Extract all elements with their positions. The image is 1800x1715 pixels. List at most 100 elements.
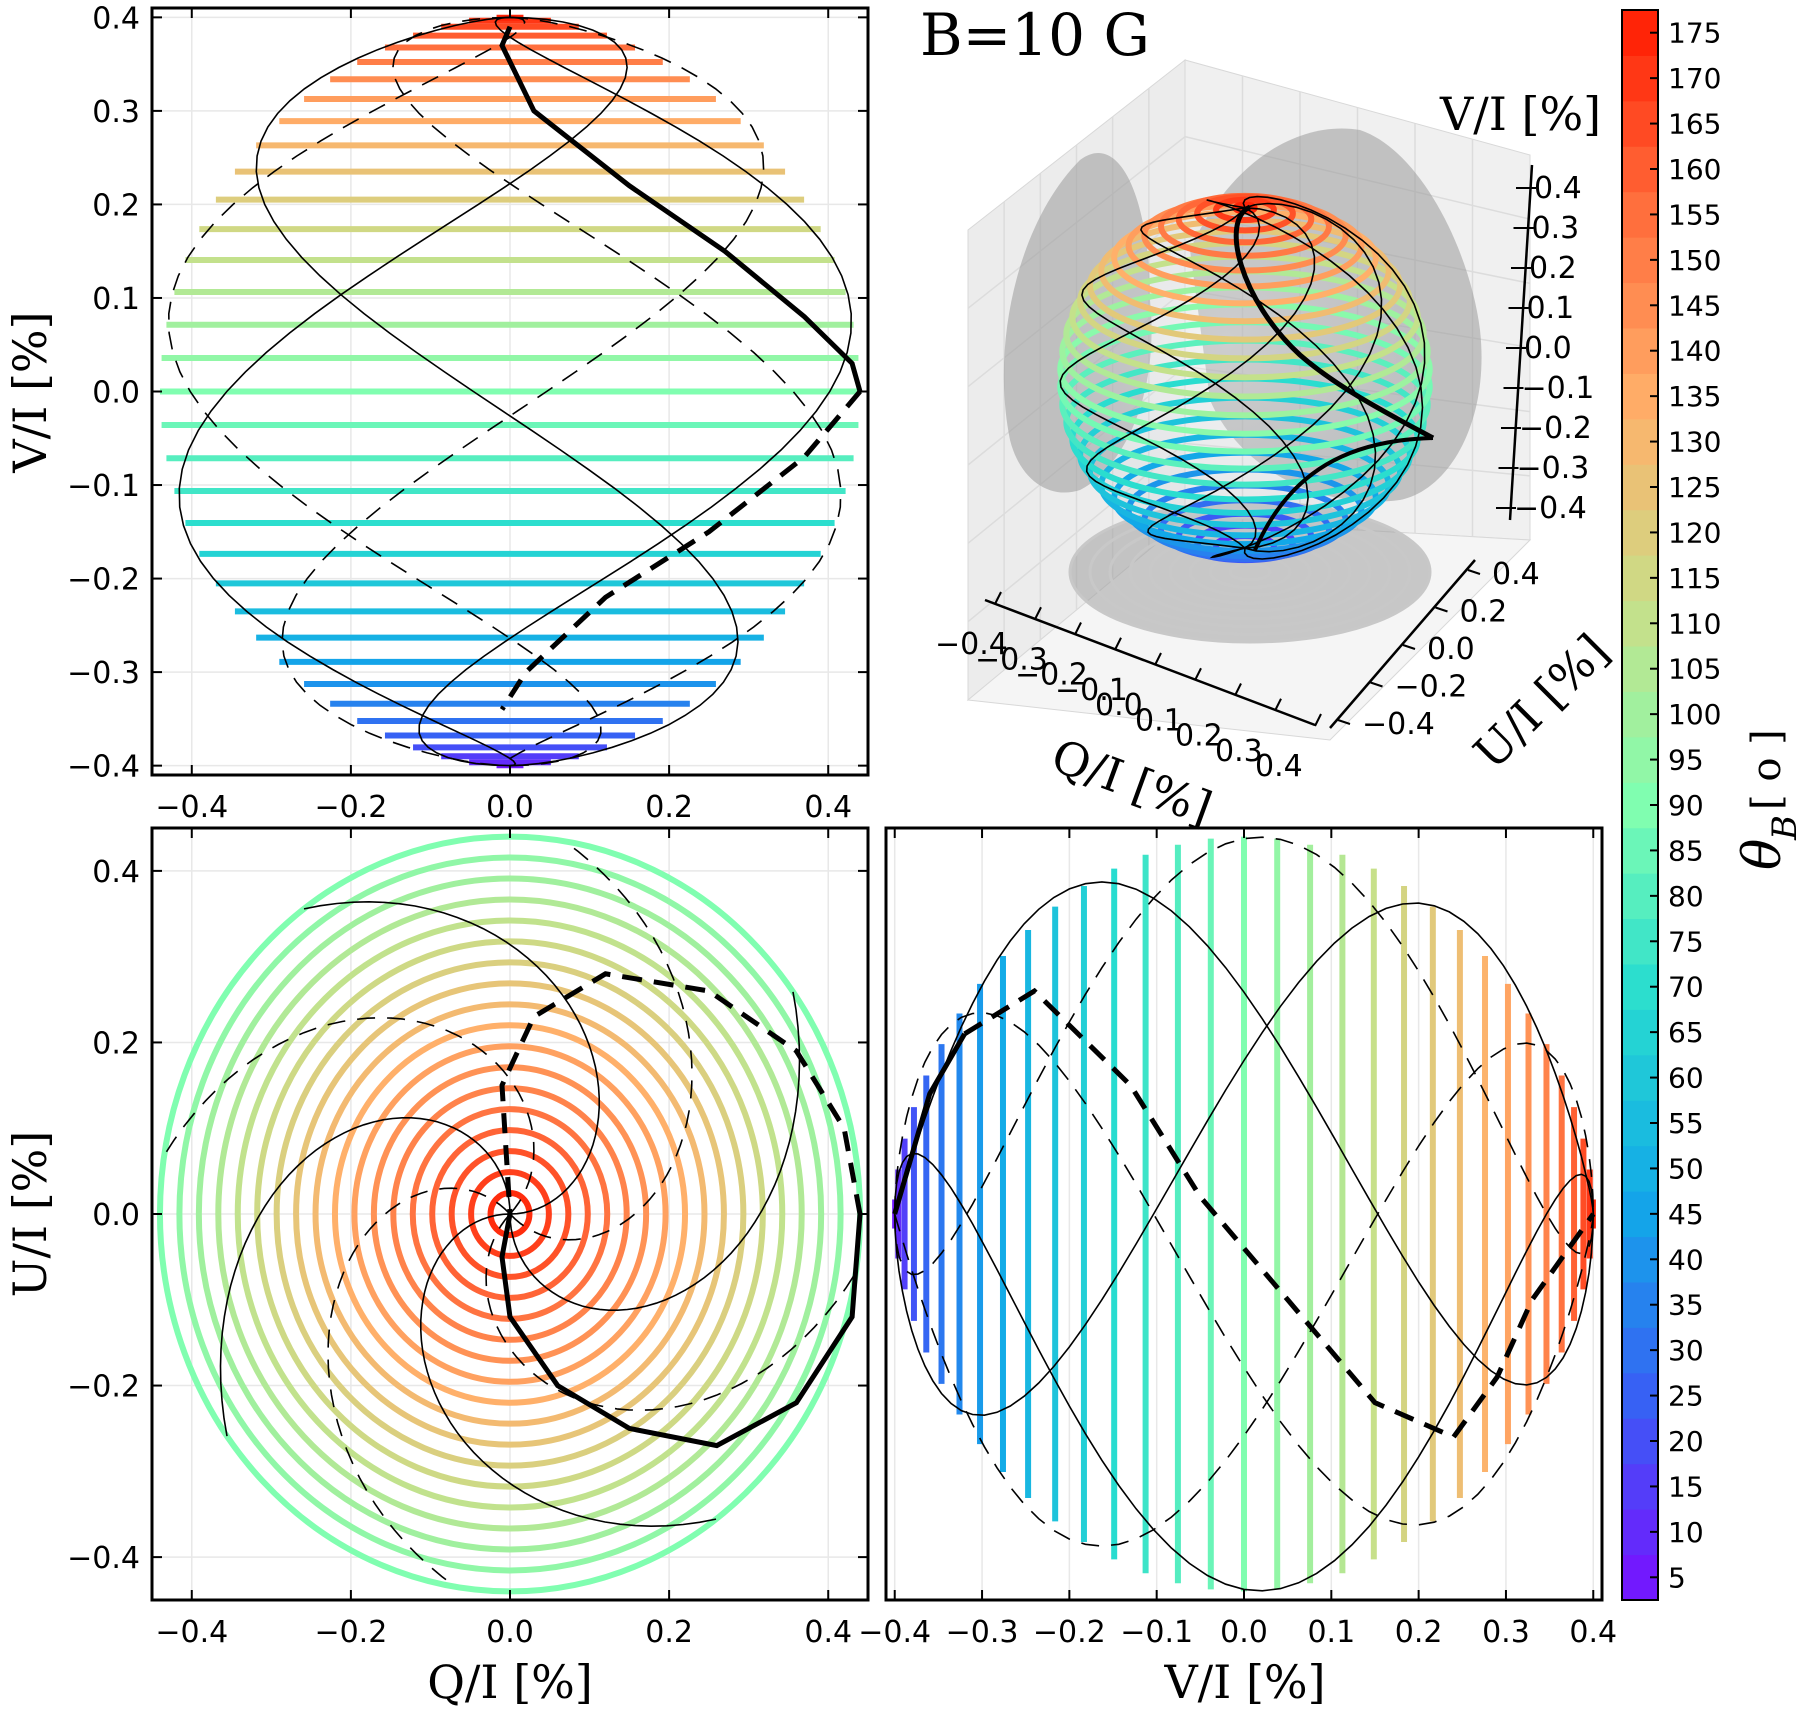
contour-bands (892, 836, 1596, 1592)
y-axis-label: U/I [%] (1463, 624, 1619, 780)
colorbar-tick-label: 35 (1668, 1289, 1704, 1322)
y-axis-label: U/I [%] (3, 1131, 57, 1298)
x-tick-label: 0.0 (1095, 688, 1143, 723)
sphere-trajectory (1206, 199, 1424, 560)
contour-ring (176, 854, 844, 1574)
x-tick-label: 0.1 (1135, 703, 1183, 738)
x-tick-mark (1114, 637, 1122, 651)
colorbar-tick-label: 120 (1668, 516, 1721, 549)
colorbar-tick-label: 175 (1668, 17, 1721, 50)
x-tick-label: 0.2 (1395, 1615, 1443, 1650)
trajectory-line (392, 16, 842, 767)
contour-ring (351, 1043, 669, 1385)
colorbar-tick-label: 155 (1668, 198, 1721, 231)
y-tick-label: −0.1 (67, 469, 140, 504)
y-tick-label: 0.0 (92, 1198, 140, 1233)
colorbar-tick-label: 85 (1668, 834, 1704, 867)
colorbar-segments (1622, 10, 1658, 1601)
z-tick-label: 0.0 (1524, 331, 1572, 366)
z-tick-label: −0.1 (1522, 371, 1595, 406)
trajectory-line (281, 16, 765, 767)
x-tick-mark (1274, 698, 1282, 712)
sphere-trajectory (1209, 195, 1426, 559)
x-tick-label: 0.4 (804, 1615, 852, 1650)
z-axis-label: V/I [%] (1439, 87, 1601, 141)
contour-ring (234, 917, 786, 1511)
trajectory-line (893, 1152, 1595, 1592)
3d-ticks: 0.40.30.20.10.0−0.1−0.2−0.3−0.4−0.4−0.3−… (935, 164, 1595, 784)
contour-ring (468, 1169, 552, 1259)
colorbar-tick-label: 15 (1668, 1470, 1704, 1503)
colorbar-label: θ B [ o ] (1733, 729, 1800, 870)
z-tick-label: 0.4 (1534, 171, 1582, 206)
highlight-path-solid (892, 1032, 967, 1215)
x-tick-label: −0.4 (935, 627, 1008, 662)
x-tick-label: 0.4 (804, 790, 852, 825)
z-tick-label: 0.3 (1532, 211, 1580, 246)
colorbar-tick-label: 55 (1668, 1107, 1704, 1140)
colorbar-tick-label: 110 (1668, 607, 1721, 640)
x-tick-label: 0.3 (1215, 734, 1263, 769)
x-tick-mark (1194, 667, 1202, 681)
x-tick-label: −0.1 (1120, 1615, 1193, 1650)
contour-ring (312, 1001, 708, 1427)
x-axis-label: V/I [%] (1163, 1655, 1325, 1709)
trajectory-lines (167, 16, 853, 767)
x-tick-label: −0.2 (314, 790, 387, 825)
x-tick-label: 0.0 (1220, 1615, 1268, 1650)
colorbar-tick-label: 105 (1668, 653, 1721, 686)
x-tick-label: 0.1 (1307, 1615, 1355, 1650)
trajectory-line (327, 1187, 511, 1588)
colorbar-tick-label: 95 (1668, 744, 1704, 777)
grid (152, 828, 868, 1600)
y-tick-label: −0.4 (67, 1541, 140, 1576)
ticks: −0.4 −0.2 0.0 0.2 0.4 0.4 0.2 0.0 −0.2 −0.4 (67, 828, 868, 1650)
highlight-path-dashed (499, 389, 862, 711)
ticks: −0.4 −0.3 −0.2 −0.1 0.0 0.1 0.2 0.3 0.4 (858, 828, 1617, 1650)
contour-ring (429, 1127, 591, 1301)
y-tick-label: −0.4 (67, 750, 140, 785)
colorbar-tick-label: 10 (1668, 1516, 1704, 1549)
colorbar-tick-label: 115 (1668, 562, 1721, 595)
highlight-path-solid (499, 1213, 863, 1449)
y-tick-label: 0.1 (92, 282, 140, 317)
colorbar-tick-label: 165 (1668, 108, 1721, 141)
colorbar-tick-label: 50 (1668, 1152, 1704, 1185)
y-tick-mark (1370, 681, 1383, 688)
x-tick-label: −0.2 (1033, 1615, 1106, 1650)
x-tick-label: −0.4 (155, 1615, 228, 1650)
colorbar-tick-label: 45 (1668, 1198, 1704, 1231)
trajectory-line (163, 1016, 535, 1215)
y-tick-label: 0.4 (92, 1, 140, 36)
colorbar-tick-label: 145 (1668, 289, 1721, 322)
y-tick-label: 0.3 (92, 95, 140, 130)
contour-ring (195, 875, 825, 1553)
highlight-path-solid (499, 25, 863, 393)
trajectory-line (893, 1011, 1595, 1526)
y-tick-mark (1337, 719, 1351, 725)
trajectory-line (485, 1213, 857, 1412)
contour-ring (215, 896, 805, 1532)
contour-ring (448, 1148, 572, 1280)
z-tick-label: 0.2 (1529, 251, 1577, 286)
z-tick-label: −0.3 (1517, 451, 1590, 486)
colorbar-tick-label: 65 (1668, 1016, 1704, 1049)
x-tick-label: 0.4 (1569, 1615, 1617, 1650)
z-tick-label: −0.2 (1519, 411, 1592, 446)
trajectory-line (167, 16, 602, 767)
contour-ring (254, 938, 766, 1490)
x-tick-label: −0.4 (858, 1615, 931, 1650)
y-tick-label: 0.4 (1492, 557, 1540, 592)
x-tick-label: 0.0 (486, 790, 534, 825)
colorbar-tick-label: 100 (1668, 698, 1721, 731)
trajectory-line (893, 836, 1595, 1276)
sphere-highlight-path-lower (1253, 436, 1434, 551)
trajectory-line (418, 16, 853, 767)
colorbar-tick-label: 20 (1668, 1425, 1704, 1458)
colorbar-tick-label: 170 (1668, 62, 1721, 95)
colorbar-tick-label: 90 (1668, 789, 1704, 822)
trajectory-line (893, 902, 1595, 1417)
contour-ring (390, 1085, 630, 1343)
trajectory-line (509, 991, 801, 1311)
